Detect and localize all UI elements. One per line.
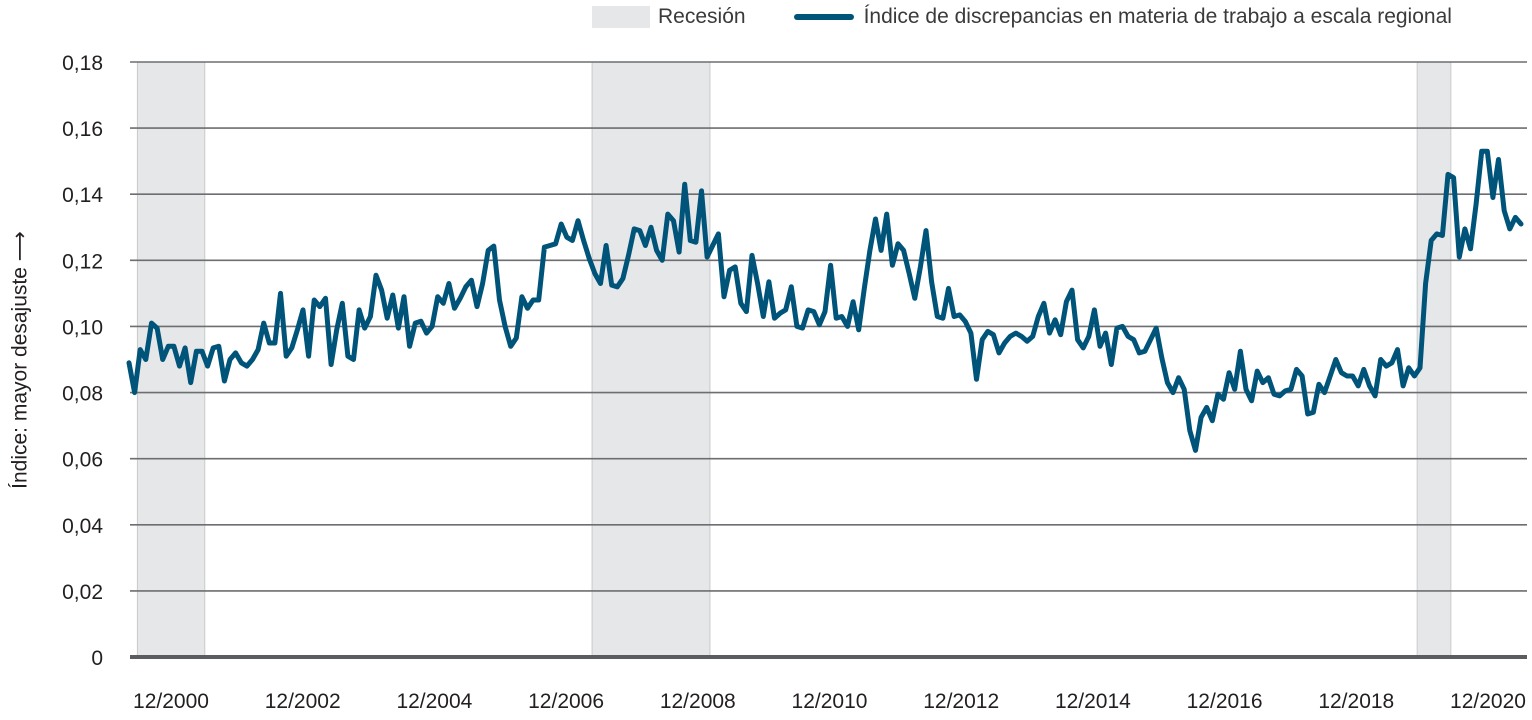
x-tick-label: 12/2004 xyxy=(396,690,472,713)
y-tick-label: 0,02 xyxy=(62,581,103,604)
y-tick-label: 0,14 xyxy=(62,184,103,207)
legend: Recesión Índice de discrepancias en mate… xyxy=(592,3,1452,31)
series-line-group xyxy=(126,148,1524,453)
y-tick-labels: 0 0,02 0,04 0,06 0,08 0,10 0,12 0,14 0,16 0,18 xyxy=(62,52,103,670)
x-tick-label: 12/2014 xyxy=(1055,690,1131,713)
legend-series-label: Índice de discrepancias en materia de tr… xyxy=(863,5,1452,28)
y-tick-label: 0 xyxy=(91,647,103,670)
x-tick-label: 12/2018 xyxy=(1318,690,1394,713)
recession-band xyxy=(591,61,711,658)
y-tick-label: 0,18 xyxy=(62,52,103,75)
legend-recession-label: Recesión xyxy=(658,5,746,28)
x-tick-label: 12/2002 xyxy=(265,690,341,713)
x-tick-labels: 12/2000 12/2002 12/2004 12/2006 12/2008 12/20… xyxy=(133,690,1526,713)
x-tick-label: 12/2012 xyxy=(923,690,999,713)
y-tick-label: 0,16 xyxy=(62,118,103,141)
x-tick-label: 12/2020 xyxy=(1450,690,1526,713)
x-tick-label: 12/2006 xyxy=(528,690,604,713)
y-tick-label: 0,06 xyxy=(62,449,103,472)
y-tick-label: 0,10 xyxy=(62,316,103,339)
recession-swatch xyxy=(592,6,650,28)
gridlines xyxy=(130,61,1527,659)
x-tick-label: 12/2016 xyxy=(1187,690,1263,713)
x-tick-label: 12/2010 xyxy=(792,690,868,713)
x-tick-label: 12/2008 xyxy=(660,690,736,713)
x-tick-label: 12/2000 xyxy=(133,690,209,713)
series-line xyxy=(126,148,1524,453)
y-tick-label: 0,04 xyxy=(62,515,103,538)
y-tick-label: 0,12 xyxy=(62,250,103,273)
series-swatch xyxy=(793,14,854,20)
recession-bands xyxy=(136,61,1452,658)
y-tick-label: 0,08 xyxy=(62,383,103,406)
